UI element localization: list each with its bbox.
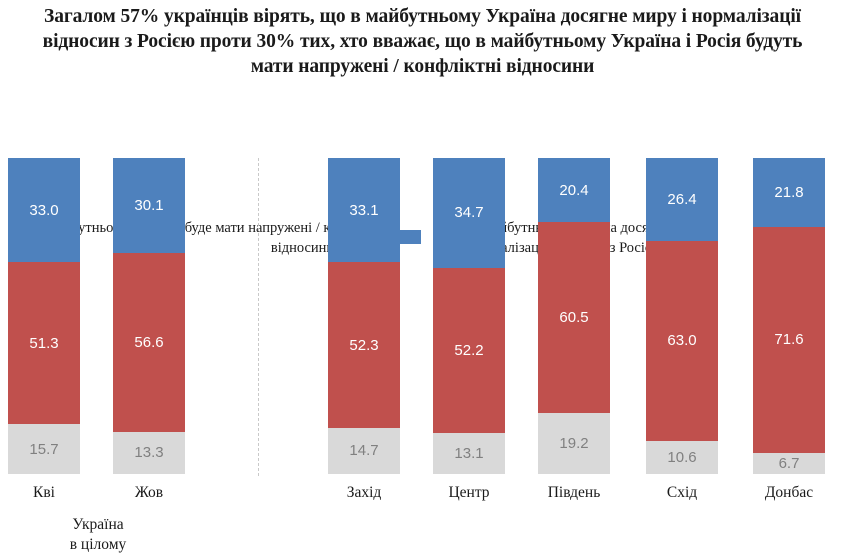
bar-segment-red: 51.3	[8, 262, 80, 425]
bar-value-label: 13.3	[134, 444, 164, 462]
bar-value-label: 51.3	[29, 334, 59, 352]
bar-segment-grey: 13.3	[113, 431, 185, 474]
group-label-line-1: Україна	[72, 516, 124, 533]
bar-схід: 26.4 63.0 10.6	[646, 158, 718, 474]
category-label-центр: Центр	[448, 484, 490, 501]
page-title: Загалом 57% українців вірять, що в майбу…	[42, 6, 803, 77]
category-label-схід: Схід	[666, 484, 698, 501]
bar-segment-blue: 20.4	[538, 158, 610, 223]
chart-legend: У майбутньому Україна буде мати напружен…	[0, 108, 845, 256]
category-label-південь: Південь	[547, 484, 601, 501]
bar-value-label: 71.6	[774, 331, 804, 349]
bar-value-label: 20.4	[559, 181, 589, 199]
category-label-жов: Жов	[134, 484, 164, 501]
group-label-ukraine-total: Україна в цілому	[43, 515, 153, 555]
bar-жов: 30.1 56.6 13.3	[113, 158, 185, 474]
legend-swatch-blue	[396, 230, 421, 244]
bar-segment-blue: 33.0	[8, 158, 80, 263]
bar-центр: 34.7 52.2 13.1	[433, 158, 505, 474]
bar-value-label: 52.3	[349, 336, 379, 354]
bar-segment-grey: 13.1	[433, 432, 505, 474]
bar-value-label: 30.1	[134, 197, 164, 215]
bar-value-label: 19.2	[559, 435, 589, 453]
bar-кві: 33.0 51.3 15.7	[8, 158, 80, 474]
bar-segment-blue: 34.7	[433, 158, 505, 268]
bar-segment-red: 52.2	[433, 267, 505, 433]
bar-value-label: 6.7	[778, 454, 800, 472]
group-label-line-2: в цілому	[69, 536, 127, 553]
bar-value-label: 13.1	[454, 444, 484, 462]
bar-segment-blue: 26.4	[646, 158, 718, 242]
bar-value-label: 52.2	[454, 341, 484, 359]
bar-value-label: 14.7	[349, 442, 379, 460]
bar-segment-red: 60.5	[538, 222, 610, 414]
bar-segment-blue: 21.8	[753, 158, 825, 227]
group-separator-line	[258, 158, 259, 476]
bar-захід: 33.1 52.3 14.7	[328, 158, 400, 474]
bar-value-label: 33.1	[349, 201, 379, 219]
bar-донбас: 21.8 71.6 6.7	[753, 158, 825, 474]
bar-segment-grey: 15.7	[8, 424, 80, 474]
bar-value-label: 60.5	[559, 309, 589, 327]
bar-value-label: 10.6	[667, 448, 697, 466]
bar-value-label: 26.4	[667, 191, 697, 209]
bar-value-label: 34.7	[454, 204, 484, 222]
category-label-донбас: Донбас	[764, 484, 814, 501]
plot-area: 33.0 51.3 15.7 30.1 56.6 13.3 33.1 52.3 14.7 34.7…	[0, 158, 845, 474]
bar-segment-red: 56.6	[113, 253, 185, 432]
bar-segment-red: 52.3	[328, 262, 400, 428]
category-label-кві: Кві	[33, 484, 55, 501]
category-label-захід: Захід	[346, 484, 382, 501]
bar-value-label: 33.0	[29, 201, 59, 219]
bar-segment-red: 63.0	[646, 241, 718, 441]
bar-segment-grey: 19.2	[538, 413, 610, 474]
bar-value-label: 21.8	[774, 183, 804, 201]
bar-segment-red: 71.6	[753, 226, 825, 453]
bar-segment-blue: 33.1	[328, 158, 400, 263]
bar-segment-blue: 30.1	[113, 158, 185, 254]
bar-value-label: 56.6	[134, 334, 164, 352]
bar-segment-grey: 6.7	[753, 452, 825, 474]
bar-value-label: 15.7	[29, 440, 59, 458]
bar-південь: 20.4 60.5 19.2	[538, 158, 610, 474]
bar-value-label: 63.0	[667, 332, 697, 350]
bar-segment-grey: 10.6	[646, 440, 718, 474]
bar-segment-grey: 14.7	[328, 427, 400, 474]
